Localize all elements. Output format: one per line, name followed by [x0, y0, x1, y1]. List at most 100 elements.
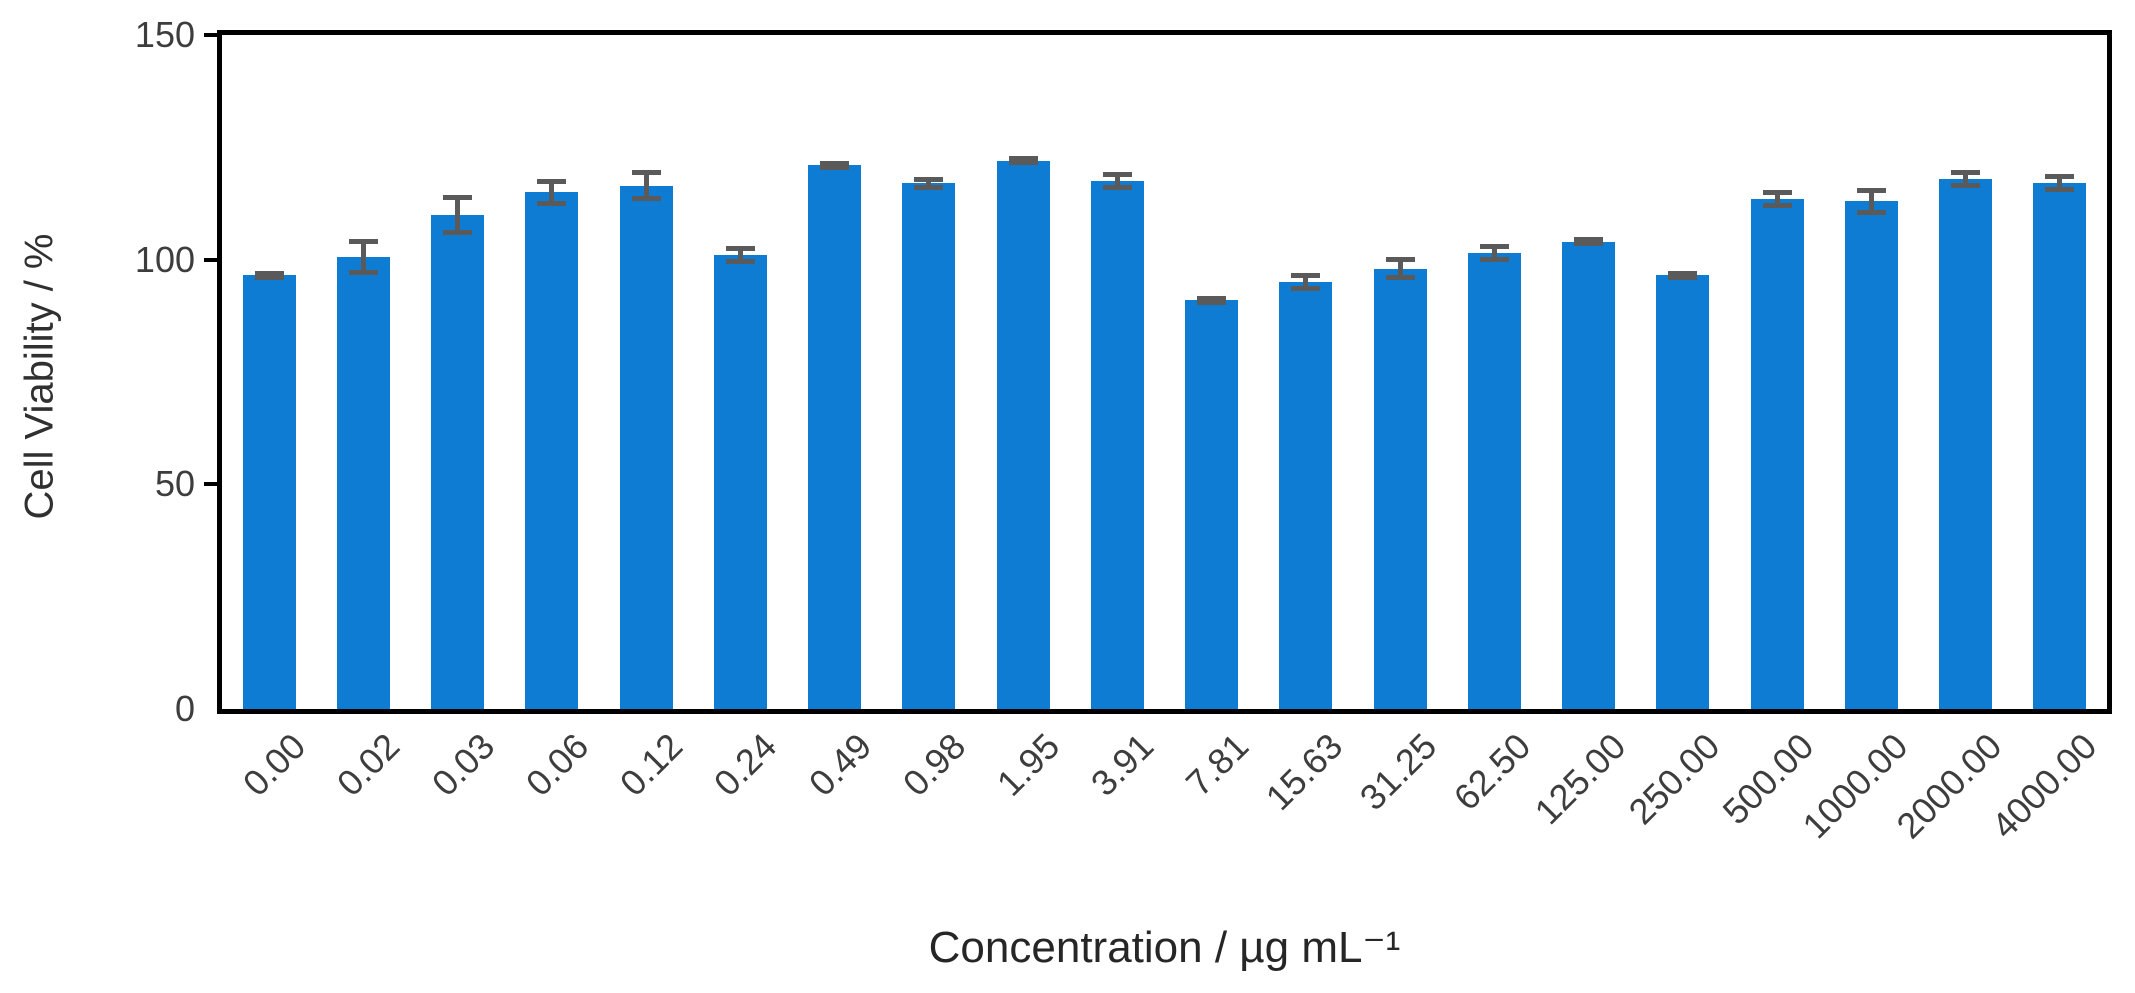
bar — [431, 214, 485, 709]
error-bar-cap — [914, 176, 944, 182]
error-bar-cap — [1102, 185, 1132, 191]
error-bar-cap — [537, 200, 567, 206]
bar — [902, 183, 956, 709]
bar — [1373, 268, 1427, 709]
error-bar-cap — [2045, 174, 2075, 180]
bar — [1844, 201, 1898, 709]
error-bar-cap — [1385, 274, 1415, 280]
error-bar — [360, 239, 366, 276]
error-bar-cap — [1479, 243, 1509, 249]
y-tick-label: 150 — [134, 14, 195, 55]
error-bar — [926, 176, 932, 190]
error-bar-cap — [725, 259, 755, 265]
error-bar-cap — [631, 196, 661, 202]
error-bar-cap — [1762, 202, 1792, 208]
error-bar-cap — [348, 239, 378, 245]
x-tick-label: 31.25 — [1351, 725, 1445, 818]
bar — [1090, 181, 1144, 709]
error-bar-cap — [1951, 169, 1981, 175]
x-tick-label: 0.98 — [894, 725, 974, 804]
error-bar — [737, 246, 743, 265]
bar — [996, 160, 1050, 709]
error-bar-cap — [348, 270, 378, 276]
x-tick-label: 0.24 — [706, 725, 785, 804]
error-bar-cap — [1008, 160, 1038, 166]
error-bar-cap — [1385, 257, 1415, 263]
error-bar — [2057, 174, 2063, 193]
error-bar-cap — [1008, 156, 1038, 162]
error-bar — [1868, 187, 1874, 215]
error-bar-cap — [1856, 209, 1886, 215]
error-bar-cap — [1856, 187, 1886, 193]
error-bar — [549, 178, 555, 206]
bar — [525, 192, 579, 709]
error-bar-cap — [631, 169, 661, 175]
y-tick-mark — [204, 33, 222, 37]
bar — [619, 185, 673, 709]
x-tick-label: 3.91 — [1083, 725, 1162, 804]
error-bar-cap — [2045, 187, 2075, 193]
x-axis-title: Concentration / µg mL⁻¹ — [928, 923, 1401, 972]
error-bar-cap — [1197, 295, 1227, 301]
error-bar-cap — [820, 160, 850, 166]
error-bar-cap — [1951, 182, 1981, 188]
error-bar-cap — [537, 178, 567, 184]
error-bar — [643, 169, 649, 202]
bar — [1562, 241, 1616, 709]
error-bar-cap — [1291, 286, 1321, 292]
x-tick-label: 0.06 — [517, 725, 597, 804]
bar — [713, 255, 767, 709]
bar — [808, 165, 862, 709]
y-tick-label: 50 — [154, 463, 195, 505]
error-bar-cap — [1574, 237, 1604, 243]
x-tick-label: 0.03 — [423, 725, 502, 804]
error-bar — [1491, 243, 1497, 262]
bar — [242, 275, 296, 709]
bar — [1467, 252, 1521, 709]
y-axis-title: Cell Viability / % — [17, 233, 62, 520]
x-tick-label: 62.50 — [1445, 725, 1539, 818]
bar — [336, 257, 390, 709]
error-bar-cap — [820, 164, 850, 170]
bar — [1939, 178, 1993, 709]
y-tick-label: 100 — [134, 238, 195, 280]
error-bar-cap — [254, 274, 284, 280]
y-tick-mark — [204, 257, 222, 262]
x-tick-label: 0.00 — [234, 725, 314, 804]
error-bar-cap — [1668, 270, 1698, 276]
x-tick-label: 4000.00 — [1983, 725, 2105, 847]
x-tick-label: 250.00 — [1620, 725, 1728, 833]
error-bar — [455, 194, 461, 235]
error-bar-cap — [1762, 190, 1792, 196]
y-tick-label: 0 — [174, 688, 195, 729]
x-tick-label: 1000.00 — [1794, 725, 1916, 847]
error-bar — [1303, 273, 1309, 292]
x-tick-label: 125.00 — [1526, 725, 1633, 833]
error-bar-cap — [914, 185, 944, 191]
bar — [1185, 300, 1239, 709]
y-tick-mark — [204, 482, 222, 487]
x-tick-label: 15.63 — [1257, 725, 1351, 818]
error-bar — [1963, 169, 1969, 188]
x-tick-label: 2000.00 — [1888, 725, 2010, 847]
error-bar-cap — [1102, 172, 1132, 178]
bar — [1656, 275, 1710, 709]
error-bar — [1774, 190, 1780, 208]
bar — [1279, 282, 1333, 709]
error-bar-cap — [1197, 299, 1227, 305]
error-bar — [1114, 172, 1120, 190]
error-bar — [1397, 257, 1403, 280]
error-bar-cap — [725, 246, 755, 252]
x-tick-label: 1.95 — [988, 725, 1068, 804]
error-bar-cap — [443, 229, 473, 235]
error-bar-cap — [1291, 273, 1321, 279]
x-tick-label: 0.12 — [611, 725, 691, 804]
bars-layer — [222, 35, 2107, 709]
x-tick-label: 0.02 — [329, 725, 408, 804]
error-bar-cap — [1574, 241, 1604, 247]
error-bar-cap — [1479, 256, 1509, 262]
bar — [2033, 183, 2087, 709]
error-bar-cap — [443, 194, 473, 200]
error-bar-cap — [1668, 274, 1698, 280]
